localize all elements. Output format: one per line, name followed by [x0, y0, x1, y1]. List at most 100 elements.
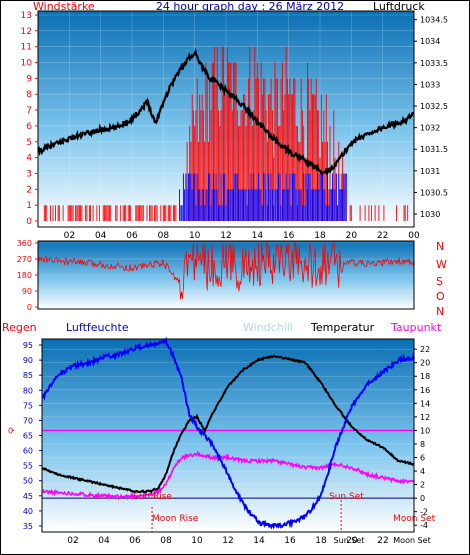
direction-tick-label: 270: [17, 255, 32, 264]
compass-label: S: [436, 275, 443, 288]
humidity-tick-label: 65: [23, 432, 33, 441]
pressure-tick-label: 1033: [420, 80, 440, 89]
time-tick-label: 00: [408, 231, 420, 241]
direction-tick-label: 90: [22, 287, 32, 296]
wind-tick-label: 2: [26, 185, 32, 195]
time-tick-label: 04: [98, 536, 110, 546]
time-tick-label: 02: [67, 536, 78, 546]
pressure-tick-label: 1032: [420, 124, 440, 133]
panel3-background: [42, 339, 414, 532]
compass-label: N: [436, 240, 444, 253]
humidity-tick-label: 90: [23, 356, 33, 365]
humidity-tick-label: 35: [23, 522, 33, 531]
moon-rise-label: Moon Rise: [152, 514, 199, 524]
rain-tick-label: 0: [8, 426, 13, 435]
humidity-tick-label: 50: [23, 477, 33, 486]
pressure-tick-label: 1034: [420, 37, 440, 46]
wind-tick-label: 1: [26, 201, 32, 211]
time-tick-label: 12: [220, 231, 231, 241]
temperature-series: [41, 354, 415, 494]
humidity-label: Luftfeuchte: [66, 321, 129, 334]
humidity-tick-label: 40: [23, 507, 33, 516]
humidity-tick-label: 85: [23, 371, 33, 380]
wind-tick-label: 10: [21, 59, 33, 69]
wind-tick-label: 9: [26, 74, 32, 84]
direction-tick-label: 0: [27, 303, 32, 312]
temperature-tick-label: 2: [420, 481, 425, 490]
time-tick-label: 18: [314, 231, 326, 241]
temperature-label: Temperatur: [310, 321, 375, 334]
wind-tick-label: 13: [21, 11, 32, 21]
wind-tick-label: 3: [26, 169, 32, 179]
dewpoint-series: [41, 450, 415, 501]
temperature-tick-label: 22: [420, 345, 430, 354]
rain-label: Regen: [2, 321, 37, 334]
direction-tick-label: 360: [17, 239, 32, 248]
wind-tick-label: 8: [26, 90, 32, 100]
wind-tick-label: 6: [26, 122, 32, 132]
humidity-tick-label: 45: [23, 492, 33, 501]
time-tick-label: 16: [284, 536, 296, 546]
pressure-tick-label: 1031: [420, 167, 440, 176]
pressure-axis-title: Luftdruck: [373, 0, 425, 13]
time-tick-label: 08: [158, 231, 170, 241]
dewpoint-label: Taupunkt: [390, 321, 442, 334]
wind-tick-label: 12: [21, 27, 32, 37]
time-tick-label: 14: [253, 536, 265, 546]
compass-label: O: [436, 290, 445, 303]
temperature-tick-label: -4: [420, 521, 428, 530]
temperature-tick-label: 10: [420, 426, 430, 435]
humidity-tick-label: 55: [23, 462, 33, 471]
time-tick-label: 20: [346, 231, 358, 241]
humidity-tick-label: 70: [23, 416, 33, 425]
time-tick-label: 06: [129, 536, 141, 546]
temperature-tick-label: 16: [420, 386, 430, 395]
time-tick-label: 18: [315, 536, 327, 546]
time-tick-label: 06: [126, 231, 138, 241]
wind-tick-label: 7: [26, 106, 32, 116]
time-tick-label: 10: [191, 536, 203, 546]
temperature-tick-label: 12: [420, 413, 430, 422]
time-tick-label: 22: [377, 231, 388, 241]
sun-set-axis-label: Sun Set: [334, 536, 365, 545]
temperature-tick-label: 20: [420, 359, 430, 368]
humidity-series: [41, 336, 415, 530]
humidity-tick-label: 60: [23, 447, 33, 456]
compass-label: N: [436, 305, 444, 318]
temperature-tick-label: 8: [420, 440, 425, 449]
pressure-tick-label: 1030.5: [420, 188, 448, 197]
humidity-tick-label: 80: [23, 386, 33, 395]
wind-direction-series: [37, 242, 415, 300]
pressure-tick-label: 1030: [420, 210, 440, 219]
time-tick-label: 02: [64, 231, 75, 241]
pressure-tick-label: 1031.5: [420, 145, 448, 154]
time-tick-label: 20: [346, 536, 358, 546]
temperature-tick-label: 0: [420, 494, 425, 503]
wind-tick-label: 5: [26, 138, 32, 148]
sun-set-label: Sun Set: [329, 492, 364, 502]
wind-axis-title: Windstärke: [33, 0, 95, 13]
time-tick-label: 10: [189, 231, 201, 241]
time-tick-label: 04: [95, 231, 107, 241]
humidity-tick-label: 75: [23, 401, 33, 410]
time-tick-label: 16: [283, 231, 295, 241]
time-tick-label: 08: [160, 536, 172, 546]
direction-tick-label: 180: [17, 271, 32, 280]
pressure-tick-label: 1032.5: [420, 102, 448, 111]
time-tick-label: 12: [222, 536, 233, 546]
temperature-tick-label: 18: [420, 372, 430, 381]
time-tick-label: 22: [377, 536, 388, 546]
time-tick-label: 14: [252, 231, 264, 241]
moon-path: [41, 523, 415, 538]
windchill-label: Windchill: [243, 321, 293, 334]
compass-label: W: [436, 258, 447, 271]
wind-gust-series: [179, 173, 347, 221]
humidity-tick-label: 95: [23, 341, 33, 350]
temperature-tick-label: 6: [420, 454, 425, 463]
wind-tick-label: 4: [26, 154, 32, 164]
pressure-series: [37, 47, 415, 175]
